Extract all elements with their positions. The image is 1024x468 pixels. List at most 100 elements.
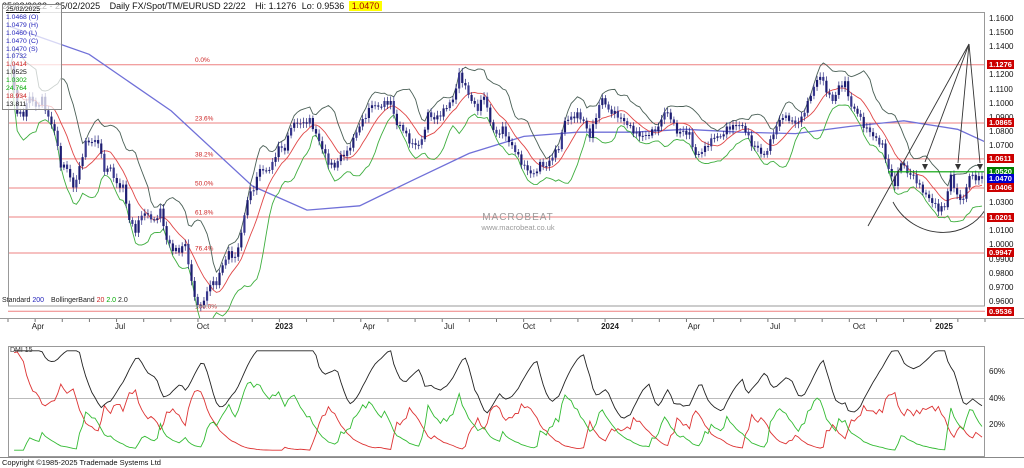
legend-value-row: 18.934	[6, 92, 27, 100]
dmi-border	[8, 346, 985, 457]
copyright-bar: Copyright ©1985-2025 Trademade Systems L…	[0, 457, 1024, 468]
year-axis-label: 2023	[275, 322, 293, 331]
price-tick-label: 0.9600	[989, 297, 1014, 306]
legend-value-row: 24.764	[6, 85, 27, 93]
copyright-text: Copyright ©1985-2025 Trademade Systems L…	[2, 458, 161, 467]
watermark-title: MACROBEAT	[482, 212, 554, 223]
month-axis-label: Jul	[443, 322, 455, 331]
down-arrowhead	[955, 164, 961, 170]
legend-value-row: 1.0479 (H)	[6, 21, 39, 29]
ma200-line	[8, 25, 985, 211]
month-axis-label: Oct	[852, 322, 866, 331]
down-arrowhead	[977, 164, 983, 170]
month-axis-label: Oct	[522, 322, 536, 331]
month-axis-label: Jul	[769, 322, 781, 331]
fib-level-label: 0.0%	[195, 57, 210, 64]
legend-value-row: 1.0302	[6, 77, 27, 85]
time-axis: Apr Jul Oct 2023 Apr Jul Oct 2024 Apr Jul Oct 2025	[0, 318, 1024, 333]
year-axis-label: 2025	[935, 322, 953, 331]
hi-label: Hi: 1.1276	[255, 1, 297, 11]
legend-values: 1.0468 (O) 1.0479 (H) 1.0460 (L) 1.0470 (C)…	[6, 14, 61, 109]
instrument-label: Daily FX/Spot/TM/EURUSD 22/22	[109, 1, 246, 11]
price-level-chip: 0.9536	[987, 307, 1014, 316]
fib-level-label: 23.6%	[195, 115, 214, 122]
dmi-axis: 60% 40% 20%	[986, 346, 1024, 457]
legend-value-row: 1.0732	[6, 53, 27, 61]
price-tick-label: 0.9800	[989, 269, 1014, 278]
price-level-chip: 1.0611	[987, 154, 1014, 163]
price-level-chip: 0.9947	[987, 248, 1014, 257]
legend-date: 25/02/2025	[6, 6, 41, 13]
year-axis-label: 2024	[601, 322, 619, 331]
price-tick-label: 1.1100	[989, 85, 1013, 94]
month-axis-label: Apr	[31, 322, 45, 331]
price-tick-label: 1.0700	[989, 141, 1014, 150]
ohlc-legend-box: 25/02/2025 1.0468 (O) 1.0479 (H) 1.0460 (L…	[2, 4, 62, 110]
fib-level-label: 38.2%	[195, 151, 214, 158]
price-tick-label: 1.0900	[989, 114, 1013, 122]
price-tick-label: 1.0100	[989, 226, 1014, 235]
price-tick-label: 1.0300	[989, 198, 1014, 207]
legend-value-row: 1.0470 (C)	[6, 37, 39, 45]
month-axis-label: Oct	[196, 322, 210, 331]
legend-value-row: 13.811	[6, 100, 27, 108]
indicator-legend-segment: 200	[32, 297, 45, 304]
fib-level-label: 61.8%	[195, 210, 214, 217]
month-axis-label: Jul	[114, 322, 126, 331]
dmi-minus-di-line	[13, 351, 983, 451]
fib-level-label: 100.0%	[195, 304, 217, 311]
bollinger-mid-line	[10, 65, 983, 293]
price-tick-label: 0.9700	[989, 283, 1014, 292]
bollinger-lower-line	[10, 67, 983, 318]
projection-line	[968, 43, 981, 164]
dmi-panel[interactable]	[8, 346, 985, 457]
price-level-chip: 1.1276	[987, 60, 1014, 69]
last-price-chip: 1.0470	[348, 1, 383, 11]
down-arrowhead	[922, 164, 928, 170]
price-tick-label: 1.0800	[989, 127, 1014, 136]
dmi-tick-label: 40%	[989, 394, 1006, 403]
legend-value-row: 1.0460 (L)	[6, 29, 37, 37]
dmi-panel-label: DMI 15	[10, 347, 33, 354]
price-tick-label: 0.9900	[989, 255, 1014, 264]
price-level-chip: 1.0406	[987, 183, 1014, 192]
indicator-legend-segment: 2.0	[104, 297, 117, 304]
dmi-canvas[interactable]	[8, 346, 985, 457]
price-tick-label: 1.1500	[989, 28, 1014, 37]
time-axis-ticks	[7, 319, 986, 322]
price-level-chip: 1.0470	[987, 174, 1014, 183]
fib-level-label: 50.0%	[195, 180, 214, 187]
dmi-adx-line	[14, 350, 983, 419]
legend-value-row: 1.0468 (O)	[6, 13, 39, 21]
price-tick-label: 1.1200	[989, 70, 1014, 79]
legend-value-row: 1.0414	[6, 61, 27, 69]
price-tick-label: 1.1600	[989, 14, 1014, 23]
legend-value-row: 1.0470 (S)	[6, 45, 38, 53]
watermark: MACROBEAT www.macrobeat.co.uk	[448, 212, 588, 232]
dmi-tick-label: 20%	[989, 420, 1006, 429]
fib-retracement-layer: 0.0% 23.6% 38.2% 50.0% 61.8% 76.4% 100.0%	[8, 57, 985, 312]
indicator-legend-segment: 20	[96, 297, 105, 304]
watermark-url: www.macrobeat.co.uk	[481, 223, 555, 232]
annotation-layer	[867, 43, 985, 233]
plot-border	[8, 12, 985, 307]
legend-value-row: 1.0525	[6, 69, 27, 77]
projection-line	[867, 43, 970, 227]
indicator-legend-segment: BollingerBand	[44, 297, 97, 304]
indicator-legend: Standard 200 BollingerBand 20 2.0 2.0	[2, 296, 128, 305]
price-tick-label: 1.0000	[989, 240, 1014, 249]
price-tick-label: 1.1000	[989, 99, 1014, 108]
price-level-chip: 1.0201	[987, 213, 1014, 222]
candles-layer	[9, 61, 984, 312]
indicator-legend-segment: 2.0	[116, 297, 128, 304]
fib-level-label: 76.4%	[195, 245, 214, 252]
main-chart-panel[interactable]: 0.0% 23.6% 38.2% 50.0% 61.8% 76.4% 100.0%	[8, 12, 985, 318]
indicator-legend-segment: Standard	[2, 297, 33, 304]
projection-line	[924, 43, 970, 163]
lo-label: Lo: 0.9536	[301, 1, 345, 11]
month-axis-label: Apr	[362, 322, 376, 331]
bollinger-upper-line	[10, 47, 983, 273]
price-chart-canvas[interactable]: 0.0% 23.6% 38.2% 50.0% 61.8% 76.4% 100.0%	[8, 12, 985, 318]
price-tick-label: 1.1400	[989, 42, 1014, 51]
